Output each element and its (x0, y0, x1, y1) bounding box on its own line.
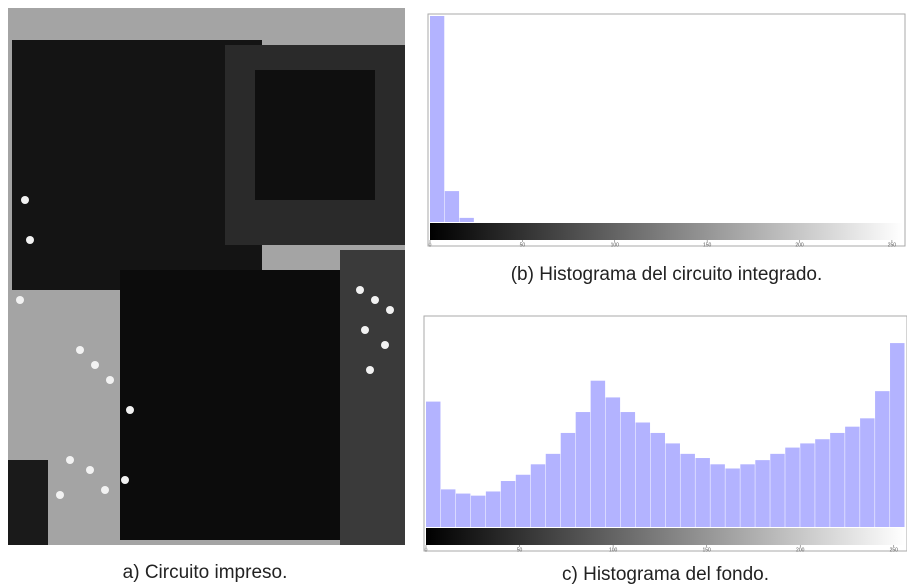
bar (486, 491, 500, 527)
bar (445, 191, 459, 222)
bar (456, 494, 470, 527)
bar (845, 427, 859, 527)
x-tick-label: 150 (703, 242, 712, 248)
bar (710, 464, 724, 527)
x-tick-label: 200 (796, 547, 805, 553)
bar (621, 412, 635, 527)
bar (501, 481, 515, 527)
bar (430, 16, 444, 222)
x-tick-label: 0 (429, 242, 432, 248)
bar (666, 443, 680, 527)
bar (740, 464, 754, 527)
bar (636, 423, 650, 528)
bar (875, 391, 889, 527)
bar (725, 468, 739, 527)
photo (8, 8, 405, 545)
x-tick-label: 150 (702, 547, 711, 553)
colorbar (426, 528, 905, 545)
bar (546, 454, 560, 527)
chart-caption: (b) Histograma del circuito integrado. (511, 264, 823, 285)
x-tick-label: 100 (611, 242, 620, 248)
bar (591, 381, 605, 527)
bar (561, 433, 575, 527)
bar (441, 489, 455, 527)
x-tick-label: 50 (517, 547, 523, 553)
bar (576, 412, 590, 527)
x-tick-label: 50 (520, 242, 526, 248)
bar (516, 475, 530, 527)
x-tick-label: 200 (795, 242, 804, 248)
bar (755, 460, 769, 527)
bar (770, 454, 784, 527)
x-tick-label: 100 (609, 547, 618, 553)
bar (860, 418, 874, 527)
photo-caption: a) Circuito impreso. (123, 562, 288, 583)
chart-caption: c) Histograma del fondo. (562, 564, 769, 585)
bar (800, 443, 814, 527)
x-tick-label: 0 (425, 547, 428, 553)
colorbar (430, 223, 903, 240)
bar (830, 433, 844, 527)
bar (531, 464, 545, 527)
x-tick-label: 250 (888, 242, 897, 248)
bar (651, 433, 665, 527)
x-tick-label: 250 (890, 547, 899, 553)
figure: a) Circuito impreso. 0 50 100 150 200 250 (b) … (0, 0, 907, 586)
bar (815, 439, 829, 527)
bar (606, 397, 620, 527)
bar (471, 496, 485, 527)
bar (426, 402, 440, 527)
bar (890, 343, 904, 527)
bar (785, 448, 799, 527)
bar (460, 218, 474, 222)
bar (695, 458, 709, 527)
bar (680, 454, 694, 527)
plot-frame (428, 14, 905, 246)
